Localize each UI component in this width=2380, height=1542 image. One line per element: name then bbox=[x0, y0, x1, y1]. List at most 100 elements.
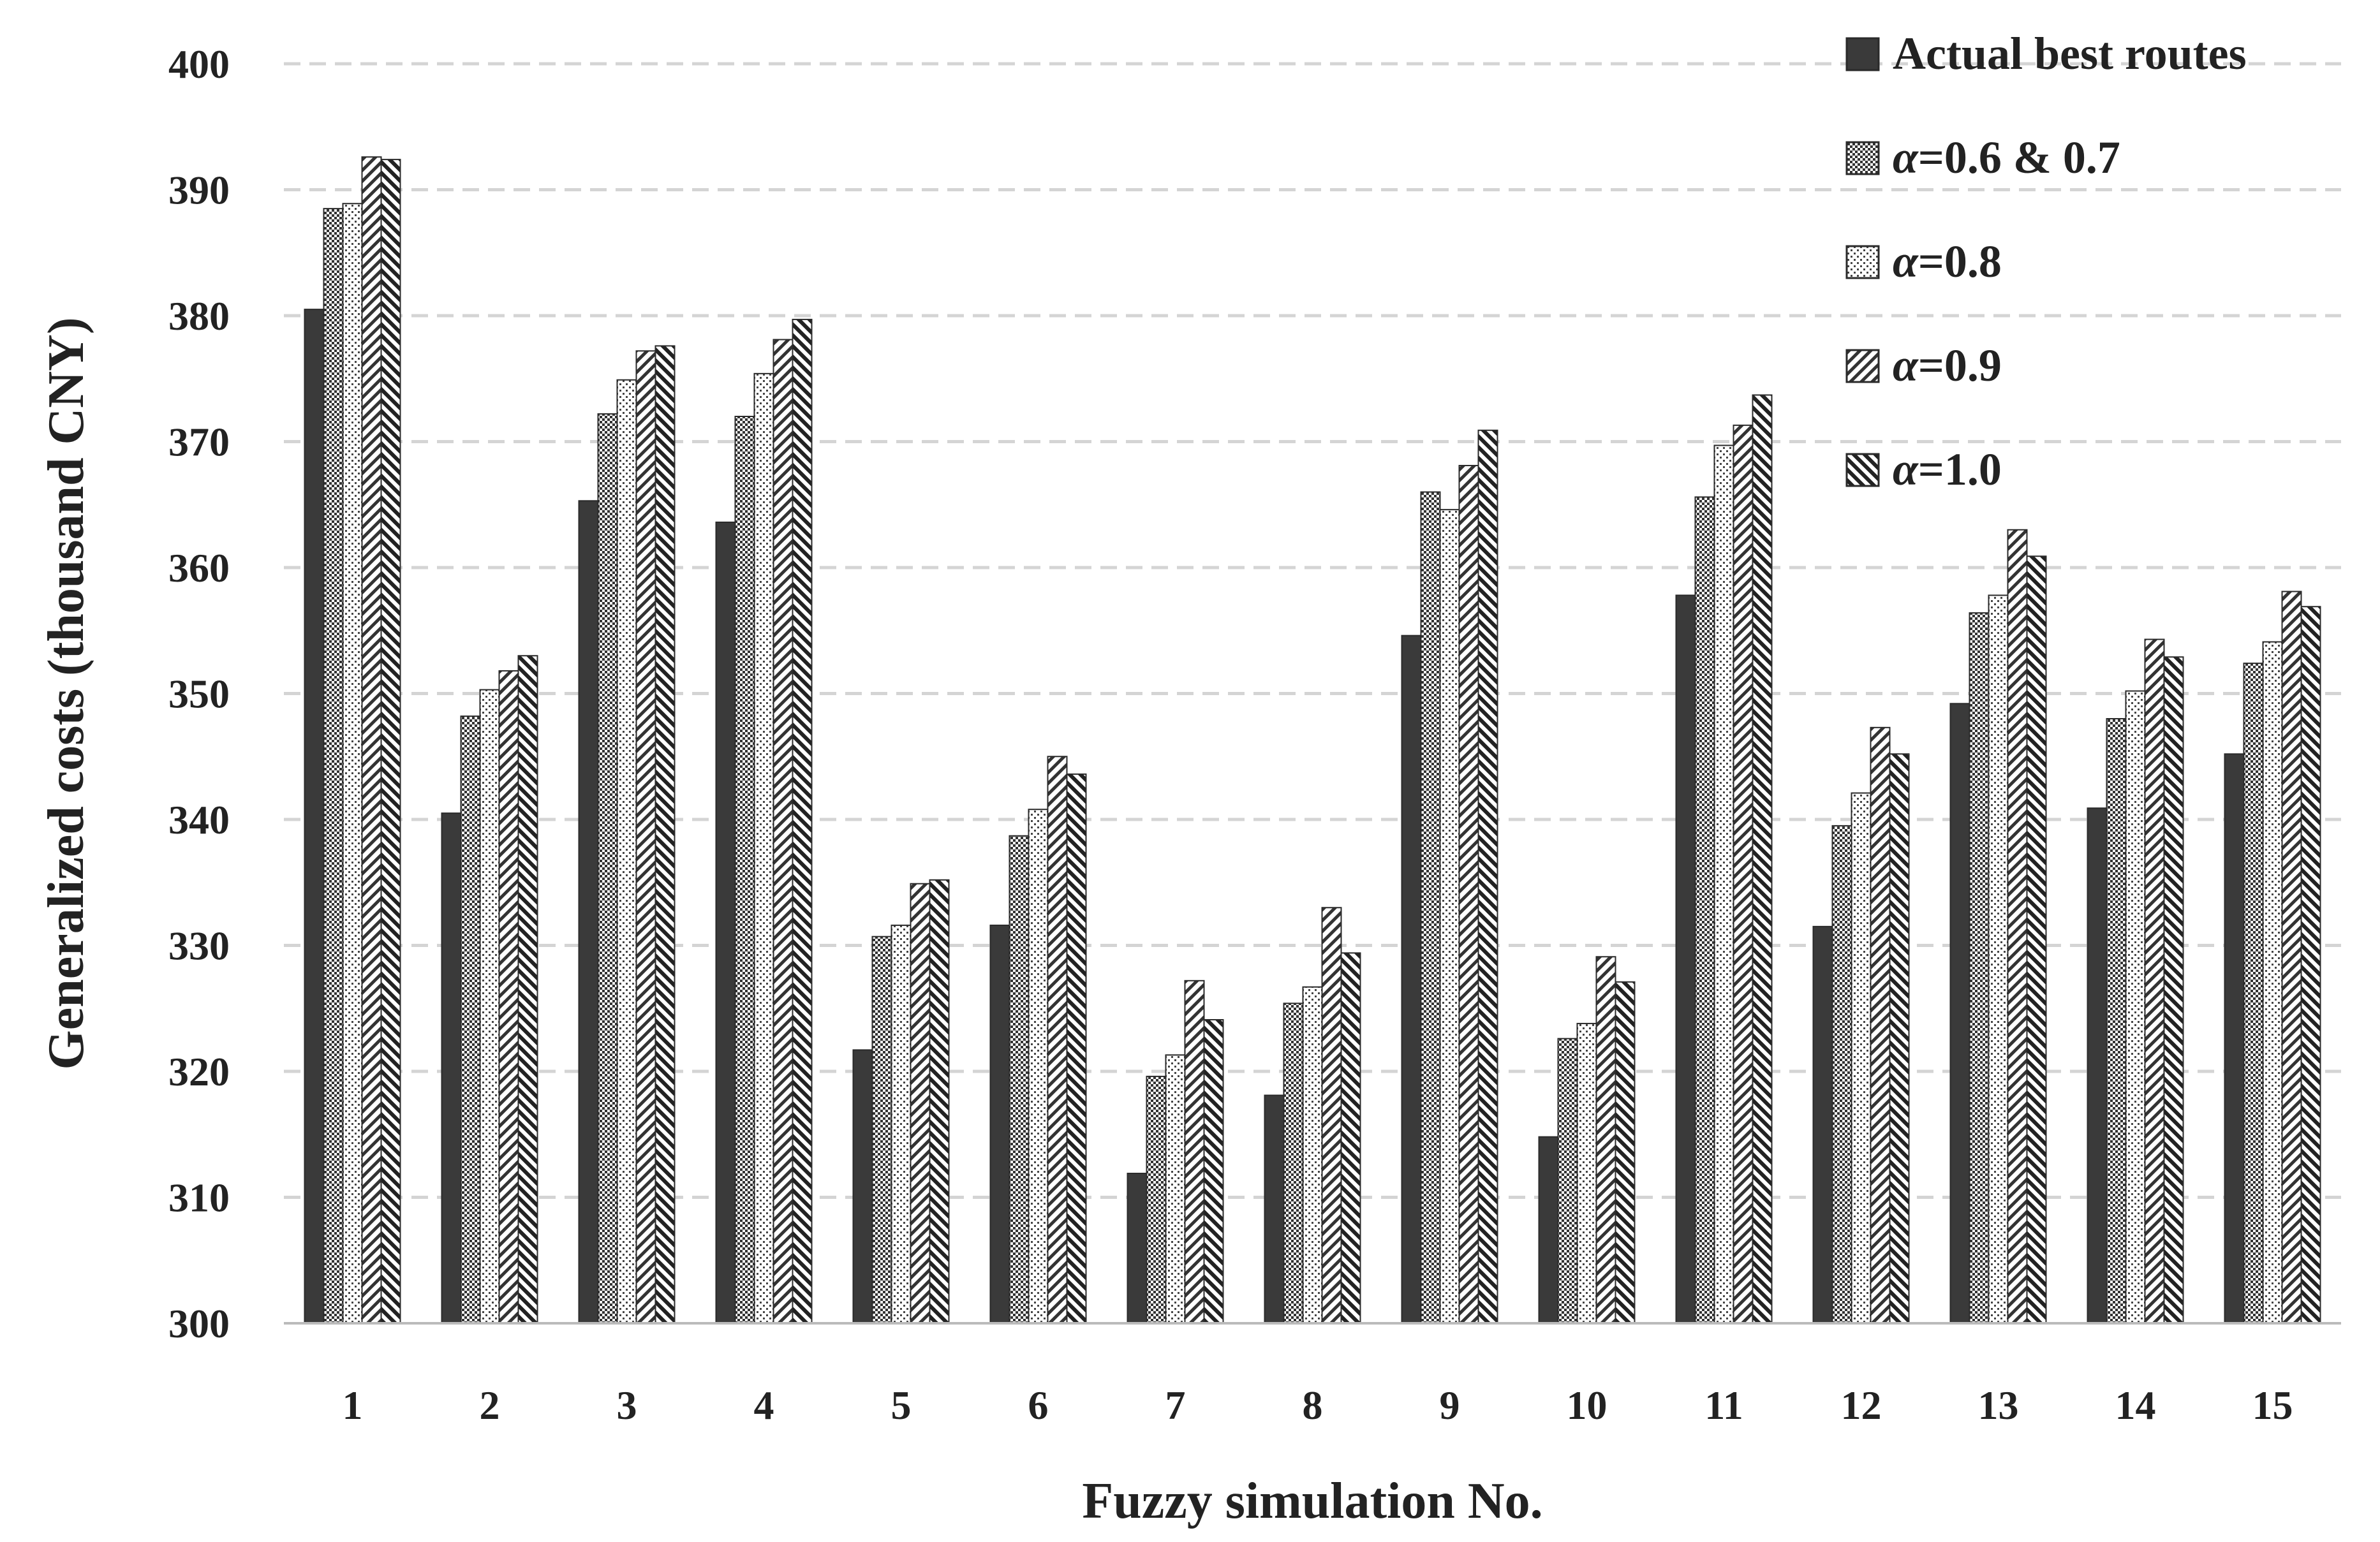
bar bbox=[1694, 496, 1715, 1324]
bar bbox=[1675, 594, 1696, 1325]
legend-label: α=0.9 bbox=[1893, 340, 2002, 391]
x-tick-label: 6 bbox=[1028, 1383, 1049, 1428]
bar bbox=[1557, 1038, 1578, 1325]
x-tick-label: 8 bbox=[1303, 1383, 1323, 1428]
bar bbox=[1851, 792, 1872, 1324]
legend-label: α=0.6 & 0.7 bbox=[1893, 132, 2120, 183]
bar bbox=[1752, 394, 1773, 1324]
bar bbox=[342, 203, 363, 1325]
bar bbox=[1477, 429, 1498, 1324]
bar bbox=[1302, 986, 1323, 1325]
bar bbox=[654, 345, 676, 1324]
y-tick-label: 400 bbox=[168, 41, 230, 87]
bar bbox=[1165, 1054, 1186, 1324]
bar bbox=[578, 500, 599, 1325]
bar bbox=[1264, 1094, 1285, 1325]
y-tick-label: 300 bbox=[168, 1301, 230, 1346]
bar bbox=[1831, 825, 1852, 1324]
bar bbox=[1340, 952, 1361, 1324]
y-axis-title: Generalized costs (thousand CNY) bbox=[38, 318, 94, 1070]
bar bbox=[910, 883, 931, 1324]
bar bbox=[1713, 444, 1734, 1324]
bar bbox=[1538, 1136, 1559, 1324]
y-tick-label: 310 bbox=[168, 1175, 230, 1221]
bar bbox=[1949, 703, 1970, 1325]
bar bbox=[1870, 726, 1891, 1324]
bar bbox=[1028, 809, 1049, 1324]
bar bbox=[441, 812, 462, 1324]
bar bbox=[2281, 591, 2302, 1324]
y-tick-label: 390 bbox=[168, 168, 230, 213]
y-tick-label: 360 bbox=[168, 545, 230, 591]
bar bbox=[1812, 925, 1833, 1324]
bar bbox=[715, 521, 736, 1324]
legend-label: Actual best routes bbox=[1893, 28, 2247, 79]
bar bbox=[929, 879, 950, 1325]
y-tick-label: 350 bbox=[168, 672, 230, 717]
y-tick-label: 380 bbox=[168, 293, 230, 339]
legend-swatch bbox=[1845, 141, 1880, 175]
bar bbox=[2300, 606, 2321, 1324]
bar bbox=[1733, 424, 1754, 1325]
bar bbox=[1321, 907, 1342, 1324]
bar bbox=[753, 372, 774, 1324]
x-axis-ticks: 1 2 3 4 5 6 7 8 9 10 11 12 13 14 15 bbox=[343, 1383, 2293, 1428]
bar bbox=[1615, 981, 1636, 1324]
bar bbox=[2087, 807, 2108, 1324]
legend: Actual best routes α=0.6 & 0.7 α=0.8 α=0.9 α… bbox=[1845, 28, 2247, 495]
bar bbox=[1988, 594, 2009, 1325]
bar bbox=[1283, 1002, 1304, 1324]
bar bbox=[635, 350, 656, 1324]
bar bbox=[1889, 753, 1910, 1325]
legend-swatch bbox=[1845, 349, 1880, 383]
bar bbox=[2125, 690, 2146, 1325]
bar bbox=[380, 159, 401, 1325]
bar bbox=[1047, 756, 1068, 1324]
x-tick-label: 15 bbox=[2252, 1383, 2293, 1428]
bar bbox=[2007, 529, 2028, 1324]
x-tick-label: 13 bbox=[1978, 1383, 2019, 1428]
bar bbox=[1576, 1022, 1597, 1324]
bar bbox=[989, 924, 1010, 1324]
bar bbox=[871, 936, 892, 1325]
bar bbox=[772, 339, 794, 1324]
bar bbox=[1127, 1172, 1148, 1324]
bar bbox=[2262, 641, 2283, 1324]
bar bbox=[2224, 753, 2245, 1325]
bar bbox=[1420, 491, 1441, 1324]
x-tick-label: 11 bbox=[1704, 1383, 1743, 1428]
bar bbox=[2144, 638, 2165, 1325]
x-tick-label: 7 bbox=[1165, 1383, 1186, 1428]
bar bbox=[1184, 980, 1205, 1325]
legend-swatch bbox=[1845, 245, 1880, 279]
bar bbox=[2106, 718, 2127, 1324]
bar bbox=[323, 208, 344, 1324]
bar bbox=[361, 156, 382, 1324]
y-tick-label: 330 bbox=[168, 923, 230, 969]
bar bbox=[304, 309, 325, 1324]
y-tick-label: 370 bbox=[168, 420, 230, 465]
x-tick-label: 9 bbox=[1440, 1383, 1460, 1428]
x-tick-label: 5 bbox=[891, 1383, 912, 1428]
y-tick-label: 340 bbox=[168, 797, 230, 842]
bars bbox=[304, 156, 2321, 1325]
bar bbox=[1439, 509, 1460, 1324]
x-tick-label: 1 bbox=[343, 1383, 363, 1428]
x-tick-label: 4 bbox=[754, 1383, 774, 1428]
legend-label: α=1.0 bbox=[1893, 444, 2002, 495]
bar bbox=[891, 924, 912, 1324]
bar bbox=[2243, 663, 2264, 1324]
bar bbox=[616, 379, 637, 1324]
x-tick-label: 2 bbox=[480, 1383, 500, 1428]
bar bbox=[460, 716, 481, 1325]
bar bbox=[1969, 612, 1990, 1324]
x-tick-label: 12 bbox=[1841, 1383, 1882, 1428]
bar bbox=[1401, 635, 1422, 1324]
bar bbox=[1458, 465, 1479, 1324]
bar bbox=[1146, 1075, 1167, 1325]
bar bbox=[479, 689, 500, 1324]
y-axis-ticks: 300 310 320 330 340 350 360 370 380 390 400 bbox=[168, 41, 230, 1346]
bar bbox=[597, 413, 618, 1324]
bar bbox=[1595, 956, 1616, 1324]
